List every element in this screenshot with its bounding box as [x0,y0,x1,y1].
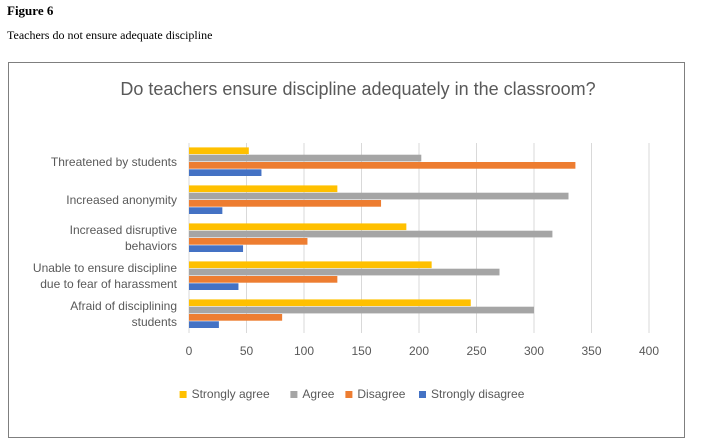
legend-label: Strongly disagree [431,387,525,401]
x-tick-label: 0 [186,344,193,358]
bar [189,261,432,269]
chart-frame: Do teachers ensure discipline adequately… [8,62,685,438]
x-tick-label: 300 [524,344,544,358]
bar [189,185,338,193]
legend-swatch [179,391,187,398]
bar [189,192,569,200]
bar [189,200,382,207]
bar [189,238,308,245]
legend: Strongly agree Agree Disagree Strongly disa… [179,387,525,401]
category-label: Threatened by students [51,155,177,169]
category-label: Increased disruptive behaviors [70,223,178,253]
legend-swatch [419,391,426,398]
bar [189,162,576,169]
x-tick-labels: 0 50 100 150 200 250 300 350 400 [186,344,660,358]
legend-label: Disagree [357,387,405,401]
x-tick-label: 250 [466,344,486,358]
x-tick-label: 50 [240,344,254,358]
bar [189,314,283,321]
bar [189,306,534,314]
bar [189,223,407,231]
bar [189,230,553,238]
bar [189,154,422,162]
category-labels: Threatened by students Increased anonymit… [33,155,178,329]
bar [189,207,223,214]
category-label: Increased anonymity [66,193,177,207]
bar [189,245,244,252]
x-tick-label: 200 [409,344,429,358]
x-tick-label: 400 [639,344,659,358]
bar [189,268,500,276]
bar [189,283,239,290]
legend-label: Strongly agree [192,387,270,401]
bar [189,321,219,328]
bar [189,299,471,307]
x-tick-label: 150 [351,344,371,358]
figure-caption: Teachers do not ensure adequate discipli… [7,28,213,42]
legend-swatch [290,391,298,398]
chart-title: Do teachers ensure discipline adequately… [120,79,595,99]
category-label: Afraid of disciplining students [70,299,177,329]
bar [189,169,262,176]
x-tick-label: 350 [581,344,601,358]
figure-label: Figure 6 [7,3,54,18]
x-tick-label: 100 [294,344,314,358]
category-label: Unable to ensure discipline due to fear o… [33,261,178,291]
bar-chart: Do teachers ensure discipline adequately… [33,79,660,401]
bar [189,147,249,155]
legend-label: Agree [302,387,334,401]
bars [189,147,576,328]
bar [189,276,338,283]
legend-swatch [345,391,353,398]
